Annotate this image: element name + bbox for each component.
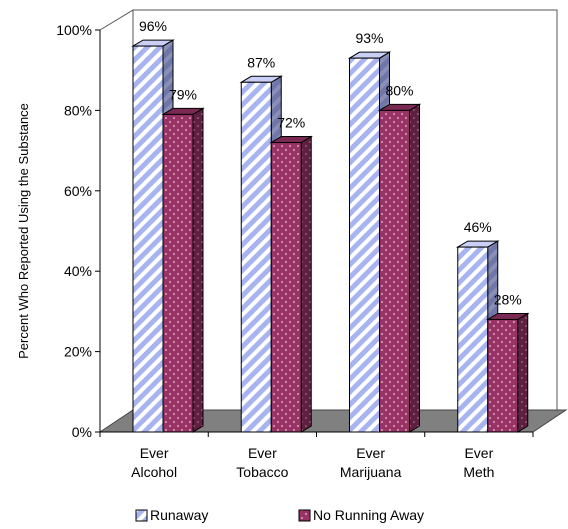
y-tick-label: 60% <box>64 183 92 199</box>
bar-front <box>162 113 194 433</box>
legend-swatch <box>135 509 148 522</box>
y-tick-label: 40% <box>64 263 92 279</box>
bar-side <box>192 107 204 433</box>
legend: Runaway No Running Away <box>135 507 424 523</box>
chart-frame <box>98 9 568 433</box>
y-tick-label: 20% <box>64 344 92 360</box>
legend-label: No Running Away <box>313 507 424 523</box>
bar <box>269 135 314 433</box>
bar-front <box>270 142 302 433</box>
y-axis: 0% 20% 40% 60% 80% 100% <box>56 22 100 440</box>
legend-item: Runaway <box>135 507 208 523</box>
bars <box>131 39 530 433</box>
bar <box>161 107 205 433</box>
bar-front <box>457 246 489 433</box>
x-tick-label: Ever Alcohol <box>131 445 177 480</box>
data-label: 96% <box>139 18 167 34</box>
y-tick-label: 0% <box>72 424 92 440</box>
bar <box>377 103 422 433</box>
x-tick-label: Ever Meth <box>463 445 494 480</box>
bar-front <box>487 318 519 433</box>
data-label: 93% <box>355 30 383 46</box>
bar-side <box>300 135 312 433</box>
legend-item: No Running Away <box>298 507 424 523</box>
bar-front <box>240 81 272 433</box>
bar-side <box>409 103 420 433</box>
y-tick-label: 80% <box>64 102 92 118</box>
x-tick-label: Ever Tobacco <box>236 445 288 480</box>
y-axis-title: Percent Who Reported Using the Substance <box>16 103 31 359</box>
legend-label: Runaway <box>150 507 208 523</box>
bar-front <box>349 57 380 433</box>
side-wall-top-edge <box>99 9 134 31</box>
legend-swatch <box>298 509 311 522</box>
bar <box>485 312 530 433</box>
bar-front <box>132 45 164 433</box>
x-axis: Ever Alcohol Ever Tobacco Ever Marijuana Ever M… <box>99 432 534 480</box>
data-label: 80% <box>385 82 413 98</box>
data-label: 28% <box>494 291 522 307</box>
data-label: 72% <box>277 115 305 131</box>
data-label: 46% <box>464 219 492 235</box>
x-tick-label: Ever Marijuana <box>340 445 402 480</box>
data-label: 87% <box>247 54 275 70</box>
data-labels: 96% 79% 87% 72% 93% 80% 46% 28% <box>139 18 522 307</box>
data-label: 79% <box>169 86 197 102</box>
bar-side <box>517 312 529 433</box>
y-tick-label: 100% <box>56 22 92 38</box>
bar-front <box>379 109 410 433</box>
